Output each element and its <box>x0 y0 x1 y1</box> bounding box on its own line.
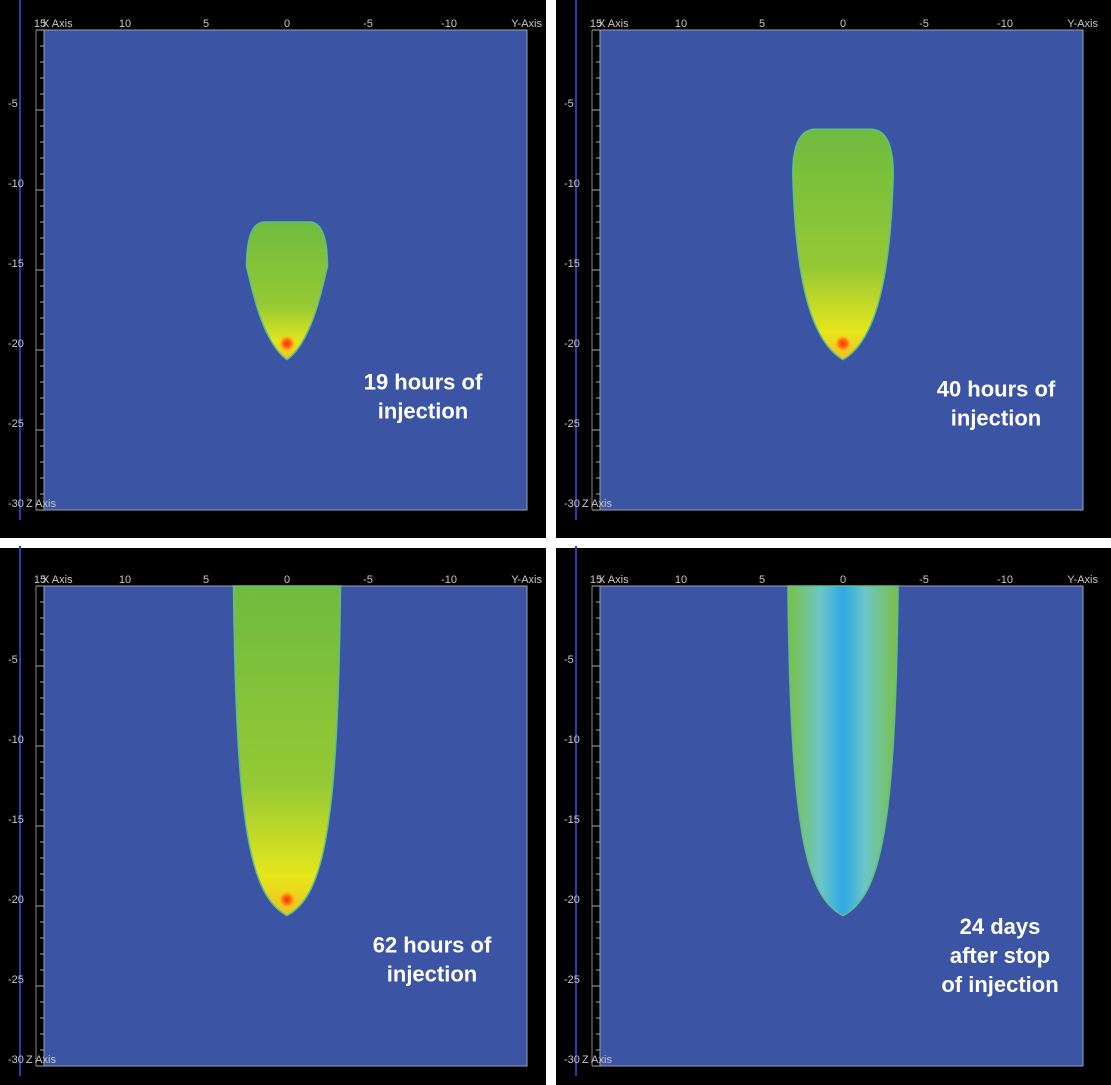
z-tick-label: -5 <box>8 654 18 666</box>
caption: injection <box>378 398 468 423</box>
x-tick-label: -5 <box>919 18 929 30</box>
caption: injection <box>951 405 1041 430</box>
z-tick-label: -15 <box>564 814 580 826</box>
x-tick-label: 10 <box>675 574 687 586</box>
x-tick-label: -10 <box>997 574 1013 586</box>
caption: 19 hours of <box>364 369 483 394</box>
z-tick-label: -10 <box>564 178 580 190</box>
x-tick-label: 15 <box>34 18 46 30</box>
z-tick-label: -30 <box>8 1054 24 1066</box>
panel: 15 10 5 0 -5 -10 X Axis Y-Axis -5 -10 -15 -20 -25 -30… <box>564 0 1098 520</box>
z-tick-label: -15 <box>8 814 24 826</box>
injection-point <box>278 334 296 353</box>
z-tick-label: -25 <box>564 974 580 986</box>
x-axis-name: X Axis <box>598 574 629 586</box>
plume <box>792 128 894 361</box>
x-tick-label: 5 <box>759 574 765 586</box>
z-tick-label: -25 <box>8 974 24 986</box>
x-tick-label: 10 <box>119 18 131 30</box>
y-axis-name: Y-Axis <box>1067 18 1098 30</box>
x-tick-label: -10 <box>997 18 1013 30</box>
caption: 40 hours of <box>937 376 1056 401</box>
x-tick-label: 0 <box>840 18 846 30</box>
x-tick-label: -10 <box>441 574 457 586</box>
z-tick-label: -10 <box>8 734 24 746</box>
x-tick-label: 15 <box>590 574 602 586</box>
z-tick-label: -30 <box>564 498 580 510</box>
injection-point <box>278 890 296 909</box>
x-tick-label: 0 <box>284 18 290 30</box>
z-tick-label: -20 <box>8 894 24 906</box>
z-tick-label: -20 <box>8 338 24 350</box>
x-tick-label: -5 <box>919 574 929 586</box>
caption: injection <box>387 961 477 986</box>
caption: 24 days <box>960 914 1041 939</box>
plume <box>245 221 329 361</box>
x-tick-label: -10 <box>441 18 457 30</box>
z-axis-name: Z Axis <box>582 498 612 510</box>
caption: of injection <box>941 972 1058 997</box>
z-tick-label: -30 <box>8 498 24 510</box>
x-tick-label: 5 <box>203 574 209 586</box>
z-tick-label: -10 <box>8 178 24 190</box>
z-tick-label: -10 <box>564 734 580 746</box>
x-tick-label: -5 <box>363 574 373 586</box>
x-tick-label: 5 <box>203 18 209 30</box>
x-tick-label: 15 <box>34 574 46 586</box>
z-tick-label: -25 <box>8 418 24 430</box>
caption: after stop <box>950 943 1050 968</box>
x-axis-name: X Axis <box>42 18 73 30</box>
x-axis-name: X Axis <box>42 574 73 586</box>
z-axis-name: Z Axis <box>582 1054 612 1066</box>
z-tick-label: -20 <box>564 894 580 906</box>
x-axis-name: X Axis <box>598 18 629 30</box>
y-axis-name: Y-Axis <box>511 18 542 30</box>
z-tick-label: -15 <box>564 258 580 270</box>
caption: 62 hours of <box>373 932 492 957</box>
z-tick-label: -25 <box>564 418 580 430</box>
plume <box>232 585 342 917</box>
x-tick-label: 10 <box>119 574 131 586</box>
z-tick-label: -30 <box>564 1054 580 1066</box>
z-tick-label: -5 <box>564 98 574 110</box>
z-tick-label: -5 <box>564 654 574 666</box>
y-axis-name: Y-Axis <box>511 574 542 586</box>
x-tick-label: 0 <box>284 574 290 586</box>
z-tick-label: -5 <box>8 98 18 110</box>
x-tick-label: 5 <box>759 18 765 30</box>
z-tick-label: -20 <box>564 338 580 350</box>
z-axis-name: Z Axis <box>26 1054 56 1066</box>
panel: 15 10 5 0 -5 -10 X Axis Y-Axis -5 -10 -15 -20 -25 -30… <box>8 546 542 1076</box>
x-tick-label: 0 <box>840 574 846 586</box>
y-axis-name: Y-Axis <box>1067 574 1098 586</box>
x-tick-label: 10 <box>675 18 687 30</box>
panel: 15 10 5 0 -5 -10 X Axis Y-Axis -5 -10 -15 -20 -25 -30… <box>564 546 1098 1076</box>
x-tick-label: -5 <box>363 18 373 30</box>
z-tick-label: -15 <box>8 258 24 270</box>
z-axis-name: Z Axis <box>26 498 56 510</box>
panel: 15 10 5 0 -5 -10 X Axis Y-Axis -5 -10 -15 -20 -25 -30… <box>8 0 542 520</box>
x-tick-label: 15 <box>590 18 602 30</box>
plume <box>787 585 899 917</box>
injection-point <box>834 334 852 353</box>
